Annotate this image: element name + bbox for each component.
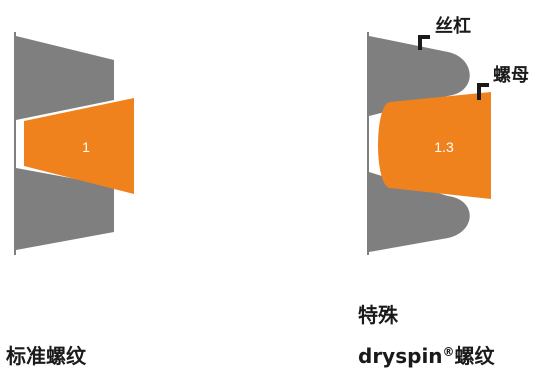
dryspin-ratio-label: 1.3 [434,139,454,155]
standard-thread-figure: 1 [14,32,134,255]
dryspin-nut-profile [378,92,491,199]
nut-callout-label: 螺母 [493,65,529,86]
dryspin-caption-line1: 特殊 [358,303,399,327]
nut-callout-bracket [477,83,489,100]
standard-thread-upper-flank [16,36,114,120]
standard-thread-lower-flank [16,168,114,250]
standard-thread-caption: 标准螺纹 [6,344,87,368]
standard-ratio-label: 1 [82,139,90,155]
dryspin-caption-registered-mark: ® [443,345,455,359]
dryspin-caption-line2: dryspin®螺纹 [358,344,496,368]
screw-callout-label: 丝杠 [435,15,471,37]
dryspin-thread-figure: 1.3 丝杠 螺母 [367,15,529,255]
dryspin-caption-suffix: 螺纹 [455,344,496,368]
dryspin-thread-lower-flank [369,172,470,252]
dryspin-thread-upper-flank [369,36,470,116]
screw-callout-bracket [418,35,430,50]
standard-nut-profile [24,98,134,194]
dryspin-caption-brand: dryspin [358,344,443,368]
